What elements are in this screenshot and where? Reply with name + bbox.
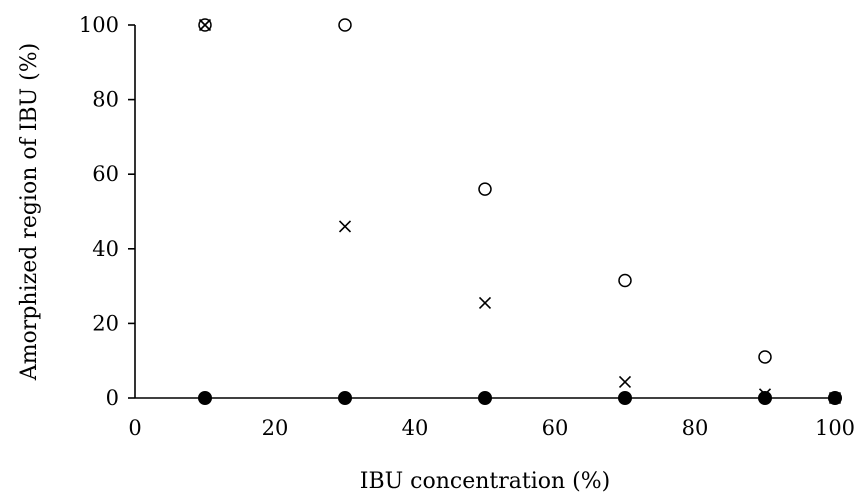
y-axis-label: Amorphized region of IBU (%)	[17, 43, 42, 381]
x-tick-label: 40	[402, 416, 429, 440]
x-tick-label: 0	[128, 416, 141, 440]
axes	[128, 24, 835, 399]
open-circle-point	[338, 18, 352, 32]
x-axis-label: IBU concentration (%)	[360, 469, 610, 494]
filled-circle-point	[828, 391, 842, 405]
filled-circle-point	[338, 391, 352, 405]
filled-circle-point	[478, 391, 492, 405]
open-circle-point	[758, 350, 772, 364]
cross-point	[338, 220, 352, 233]
open-circle-point	[618, 273, 632, 288]
tick-labels: 0 20 40 60 80 100 0 20 40 60 80 100	[79, 13, 854, 440]
y-tick-label: 20	[92, 311, 119, 335]
cross-point	[618, 375, 632, 389]
x-tick-label: 80	[682, 416, 709, 440]
data-points	[198, 18, 842, 405]
y-tick-label: 100	[79, 13, 119, 37]
y-tick-label: 0	[106, 386, 119, 410]
x-tick-label: 20	[262, 416, 289, 440]
cross-point	[198, 18, 212, 32]
open-circle-point	[478, 182, 492, 196]
x-tick-label: 100	[815, 416, 854, 440]
cross-point	[478, 296, 492, 309]
y-tick-label: 60	[92, 162, 119, 186]
x-tick-label: 60	[542, 416, 569, 440]
filled-circle-point	[758, 391, 772, 405]
filled-circle-point	[618, 391, 632, 405]
y-tick-label: 40	[92, 237, 119, 261]
y-tick-label: 80	[92, 88, 119, 112]
filled-circle-point	[198, 391, 212, 405]
